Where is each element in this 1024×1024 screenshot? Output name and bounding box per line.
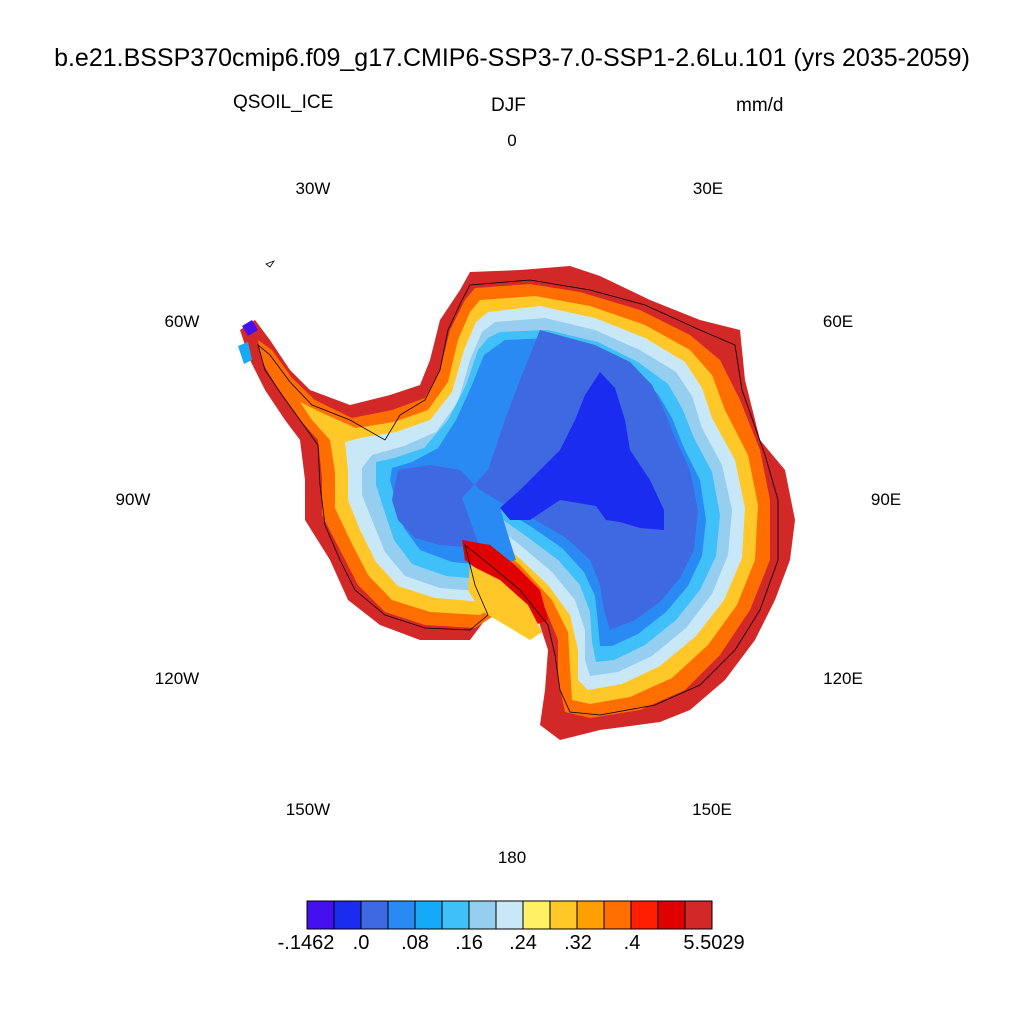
coastline [257,279,779,716]
colorbar-tick-label: .16 [455,932,483,954]
lon-label-90w: 90W [115,490,151,509]
ross-coast-yellow [468,565,542,640]
variable-name: QSOIL_ICE [233,92,334,113]
colorbar-swatch [306,900,335,930]
peninsula-tip-purple [242,320,258,336]
lon-label-150e: 150E [692,800,732,819]
colorbar-swatch [441,900,470,930]
lon-label-30e: 30E [692,179,724,198]
lon-label-150w: 150W [285,800,331,819]
colorbar-tick-label: 5.5029 [683,932,745,954]
colorbar-swatch [414,900,443,930]
colorbar-swatch [387,900,416,930]
plot-title: b.e21.BSSP370cmip6.f09_g17.CMIP6-SSP3-7.… [54,44,970,72]
colorbar-tick-label: .32 [564,932,592,954]
lon-label-0: 0 [507,131,517,150]
colorbar-tick-label: .08 [401,932,429,954]
colorbar-swatch [603,900,632,930]
season-label: DJF [491,95,526,116]
colorbar-swatch [333,900,362,930]
lon-label-120e: 120E [823,669,863,688]
colorbar-tick-label: .4 [623,932,641,954]
colorbar-swatch [468,900,497,930]
colorbar [306,900,713,930]
lon-label-120w: 120W [154,669,200,688]
colorbar-swatch [522,900,551,930]
lon-label-60w: 60W [164,312,200,331]
peninsula-blue [238,342,252,364]
colorbar-tick-label: .24 [509,932,537,954]
units-label: mm/d [736,95,784,116]
east-antarctic-dome [500,372,664,530]
colorbar-swatch [549,900,578,930]
island-outline [265,260,276,268]
lon-label-60e: 60E [822,312,854,331]
lon-label-90e: 90E [870,490,902,509]
map-shading [238,266,795,740]
colorbar-swatch [684,900,713,930]
colorbar-tick-label: -.1462 [277,932,335,954]
colorbar-swatch [360,900,389,930]
colorbar-tick-label: .0 [352,932,370,954]
lon-label-30w: 30W [295,179,331,198]
colorbar-swatch [576,900,605,930]
lon-label-180: 180 [497,848,527,867]
colorbar-swatch [657,900,686,930]
colorbar-swatch [630,900,659,930]
colorbar-swatch [495,900,524,930]
